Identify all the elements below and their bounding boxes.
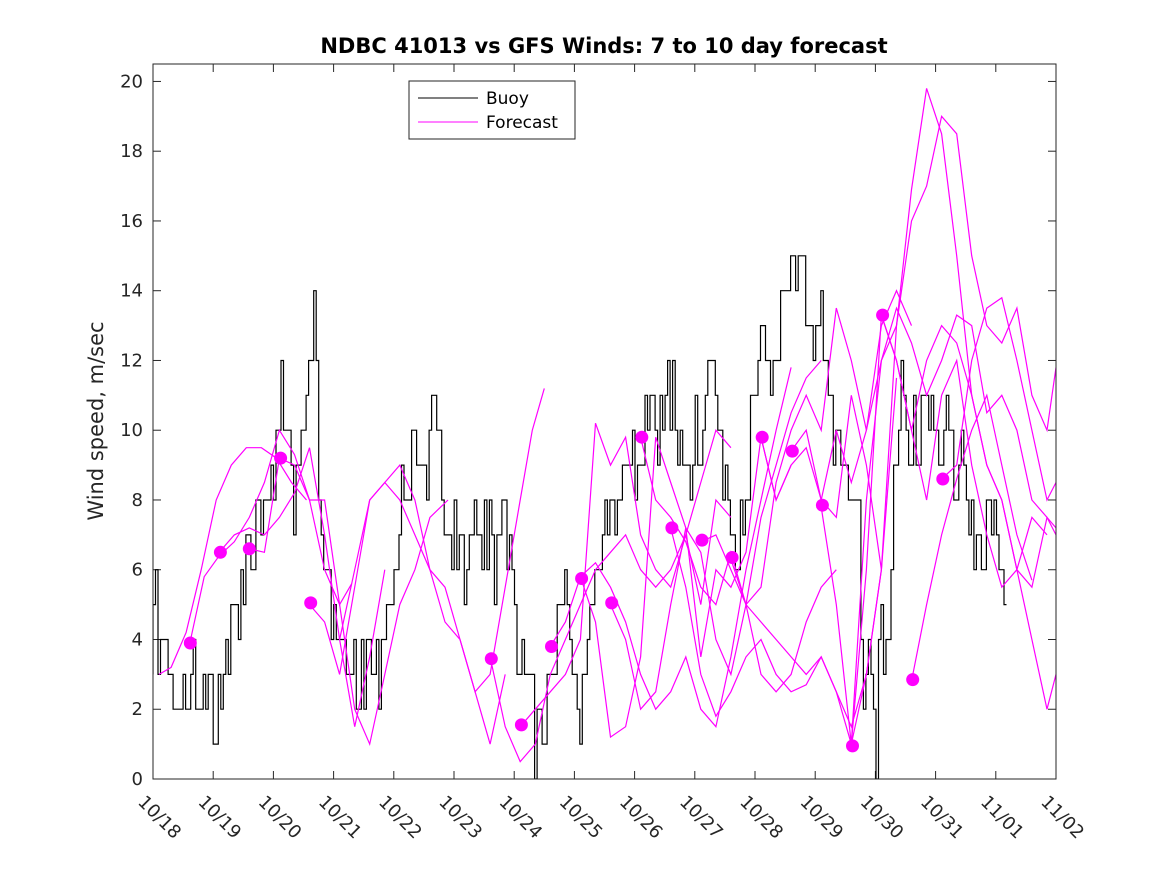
- y-axis-label: Wind speed, m/sec: [84, 321, 108, 520]
- y-tick-label: 16: [120, 211, 143, 232]
- y-tick-label: 8: [132, 490, 143, 511]
- forecast-series-line: [820, 88, 1056, 745]
- forecast-start-point: [274, 451, 288, 465]
- forecast-start-point: [906, 673, 920, 687]
- forecast-series-line: [519, 422, 732, 728]
- forecast-start-point: [876, 308, 890, 322]
- forecast-series-line: [609, 360, 822, 711]
- y-tick-label: 10: [120, 420, 143, 441]
- forecast-start-point: [785, 444, 799, 458]
- forecast-start-point: [695, 533, 709, 547]
- forecast-series-line: [880, 314, 1056, 710]
- forecast-start-point: [635, 430, 649, 444]
- forecast-start-point: [484, 652, 498, 666]
- y-tick-label: 0: [132, 769, 143, 790]
- forecast-start-point: [725, 551, 739, 564]
- plot-area-frame: [152, 63, 1057, 780]
- forecast-start-points: [183, 308, 950, 753]
- forecast-series-line: [670, 527, 882, 729]
- y-tick-label: 2: [132, 699, 143, 720]
- forecast-series-line: [489, 428, 732, 763]
- forecast-start-point: [605, 596, 619, 610]
- forecast-start-point: [213, 545, 227, 559]
- y-tick-label: 14: [120, 281, 143, 302]
- forecast-series-line: [790, 114, 1056, 570]
- forecast-start-point: [846, 739, 859, 753]
- forecast-series-line: [339, 388, 545, 694]
- forecast-start-point: [755, 430, 769, 444]
- series-layer: [153, 88, 1056, 779]
- forecast-start-point: [936, 472, 950, 486]
- buoy-series-line: [153, 255, 1007, 779]
- forecast-series-line: [730, 289, 913, 606]
- forecast-start-point: [815, 498, 829, 512]
- forecast-series-line: [549, 367, 792, 729]
- forecast-start-point: [304, 596, 318, 610]
- legend-label-buoy: Buoy: [486, 89, 529, 109]
- y-tick-label: 18: [120, 141, 143, 162]
- forecast-series-line: [760, 306, 1056, 536]
- forecast-start-point: [665, 521, 679, 535]
- legend: Buoy Forecast: [408, 80, 576, 140]
- forecast-series-line: [700, 377, 898, 745]
- forecast-start-point: [514, 718, 528, 732]
- y-tick-label: 20: [120, 71, 143, 92]
- forecast-series-line: [188, 428, 353, 647]
- y-tick-label: 6: [132, 560, 143, 581]
- forecast-series-line: [910, 393, 1033, 682]
- y-tick-label: 12: [120, 350, 143, 371]
- forecast-start-point: [242, 542, 256, 556]
- chart-title: NDBC 41013 vs GFS Winds: 7 to 10 day for…: [320, 34, 887, 58]
- legend-box: [408, 80, 576, 140]
- forecast-series-line: [158, 447, 307, 675]
- legend-label-forecast: Forecast: [486, 113, 558, 133]
- forecast-start-point: [575, 572, 589, 585]
- forecast-start-point: [545, 640, 558, 653]
- forecast-start-point: [183, 636, 197, 650]
- y-tick-label: 4: [132, 629, 143, 650]
- forecast-series-line: [640, 437, 837, 693]
- forecast-series-line: [941, 296, 1056, 502]
